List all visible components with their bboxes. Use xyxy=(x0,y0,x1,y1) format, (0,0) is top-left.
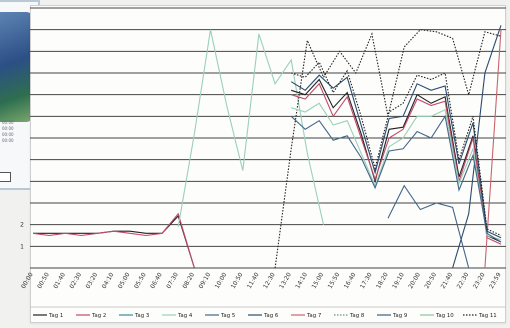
x-tick-label: 10:50 xyxy=(230,271,245,290)
chart-gridlines xyxy=(30,8,506,268)
x-tick-labels: 00:00 00:50 01:40 02:30 03:20 04:10 05:00 05:50… xyxy=(20,271,503,290)
x-tick-label: 14:10 xyxy=(294,271,309,290)
x-tick-label: 15:50 xyxy=(327,271,342,290)
x-tick-label: 03:20 xyxy=(85,271,100,290)
x-tick-label: 21:40 xyxy=(440,271,455,290)
x-tick-label: 05:50 xyxy=(133,271,148,290)
x-tick-label: 08:20 xyxy=(181,271,196,290)
legend-label: Tag 11 xyxy=(478,313,497,319)
legend-label: Tag 1 xyxy=(48,313,63,319)
x-tick-label: 09:10 xyxy=(198,271,213,290)
x-tick-label: 20:00 xyxy=(407,271,422,290)
legend-label: Tag 4 xyxy=(177,313,193,319)
x-tick-label: 22:30 xyxy=(456,271,471,290)
chart-legend: Tag 1 Tag 2 Tag 3 Tag 4 Tag 5 Tag 6 Tag 7 Tag 8… xyxy=(33,313,497,319)
x-tick-label: 06:40 xyxy=(149,271,164,290)
legend-label: Tag 8 xyxy=(349,313,365,319)
x-tick-label: 23:20 xyxy=(472,271,487,290)
x-tick-label: 01:40 xyxy=(52,271,67,290)
series-line-tag-2 xyxy=(33,214,194,268)
x-tick-label: 13:20 xyxy=(278,271,293,290)
chart-series xyxy=(33,25,501,268)
legend-label: Tag 6 xyxy=(263,313,279,319)
x-tick-label: 05:00 xyxy=(117,271,132,290)
x-tick-label: 19:10 xyxy=(391,271,406,290)
y-tick-label: 1 xyxy=(20,243,24,250)
x-tick-label: 00:50 xyxy=(36,271,51,290)
x-tick-label: 16:40 xyxy=(343,271,358,290)
x-tick-label: 15:00 xyxy=(311,271,326,290)
series-line-tail-tag-1 xyxy=(291,80,501,243)
legend-label: Tag 10 xyxy=(435,313,454,319)
x-tick-label: 17:30 xyxy=(359,271,374,290)
x-tick-label: 10:00 xyxy=(214,271,229,290)
legend-label: Tag 5 xyxy=(220,313,235,319)
x-tick-label: 23:59 xyxy=(488,271,503,290)
x-tick-label: 07:30 xyxy=(165,271,180,290)
legend-label: Tag 7 xyxy=(306,313,321,319)
x-tick-label: 02:30 xyxy=(68,271,83,290)
y-tick-label: 2 xyxy=(20,222,24,229)
series-line-tag-4 xyxy=(178,30,323,227)
x-tick-label: 04:10 xyxy=(101,271,116,290)
x-tick-label: 00:00 xyxy=(20,271,35,290)
legend-label: Tag 9 xyxy=(392,313,408,319)
legend-label: Tag 3 xyxy=(134,313,149,319)
x-tick-label: 20:50 xyxy=(423,271,438,290)
x-tick-label: 11:40 xyxy=(246,271,261,290)
x-tick-label: 18:20 xyxy=(375,271,390,290)
y-tick-labels: 12 xyxy=(20,222,24,251)
legend-label: Tag 2 xyxy=(91,313,106,319)
x-tick-label: 12:30 xyxy=(262,271,277,290)
